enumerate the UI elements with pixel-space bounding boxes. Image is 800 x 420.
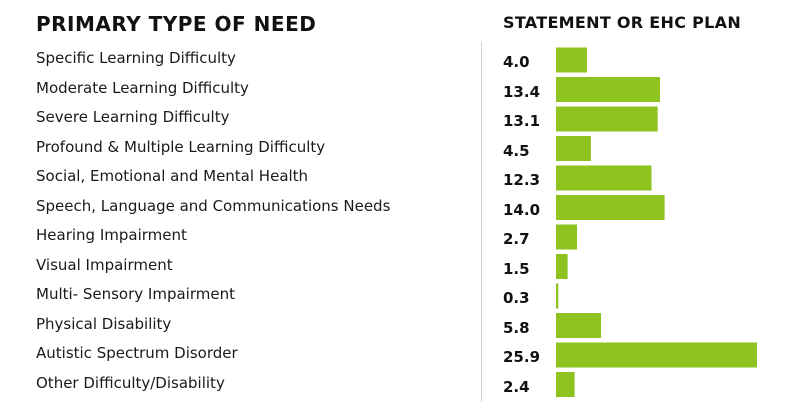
bar — [556, 77, 660, 102]
value-label: 12.3 — [503, 171, 541, 189]
bar — [556, 47, 587, 73]
value-label: 25.9 — [503, 348, 541, 366]
value-label: 13.4 — [503, 82, 541, 101]
category-header: PRIMARY TYPE OF NEED — [36, 12, 317, 36]
category-label: Other Difficulty/Disability — [36, 373, 225, 392]
value-label: 2.4 — [503, 377, 530, 396]
bar — [556, 342, 757, 368]
category-label: Specific Learning Difficulty — [36, 49, 236, 67]
value-label: 5.8 — [503, 318, 530, 337]
bar — [556, 313, 601, 338]
value-label: 1.5 — [503, 259, 530, 278]
value-label: 4.0 — [503, 53, 530, 71]
category-label: Profound & Multiple Learning Difficulty — [36, 137, 326, 156]
category-label: Physical Disability — [36, 314, 172, 333]
value-label: 0.3 — [503, 289, 530, 307]
bar — [556, 254, 568, 279]
category-label: Speech, Language and Communications Need… — [36, 196, 391, 215]
value-header: STATEMENT OR EHC PLAN — [503, 13, 742, 32]
value-label: 14.0 — [503, 200, 541, 219]
bar — [556, 165, 652, 191]
category-label: Autistic Spectrum Disorder — [36, 344, 238, 362]
divider-line — [481, 42, 482, 402]
value-label: 13.1 — [503, 112, 541, 130]
category-label: Hearing Impairment — [36, 226, 187, 244]
value-label: 4.5 — [503, 141, 530, 160]
category-label: Social, Emotional and Mental Health — [36, 167, 309, 185]
bar — [556, 136, 591, 161]
bar — [556, 195, 665, 220]
value-label: 2.7 — [503, 230, 530, 248]
category-label: Visual Impairment — [36, 255, 173, 274]
bar — [556, 283, 559, 309]
bar — [556, 106, 658, 132]
category-label: Moderate Learning Difficulty — [36, 78, 249, 97]
bar — [556, 224, 577, 250]
category-label: Multi- Sensory Impairment — [36, 285, 235, 303]
category-label: Severe Learning Difficulty — [36, 108, 230, 126]
bar — [556, 372, 575, 397]
